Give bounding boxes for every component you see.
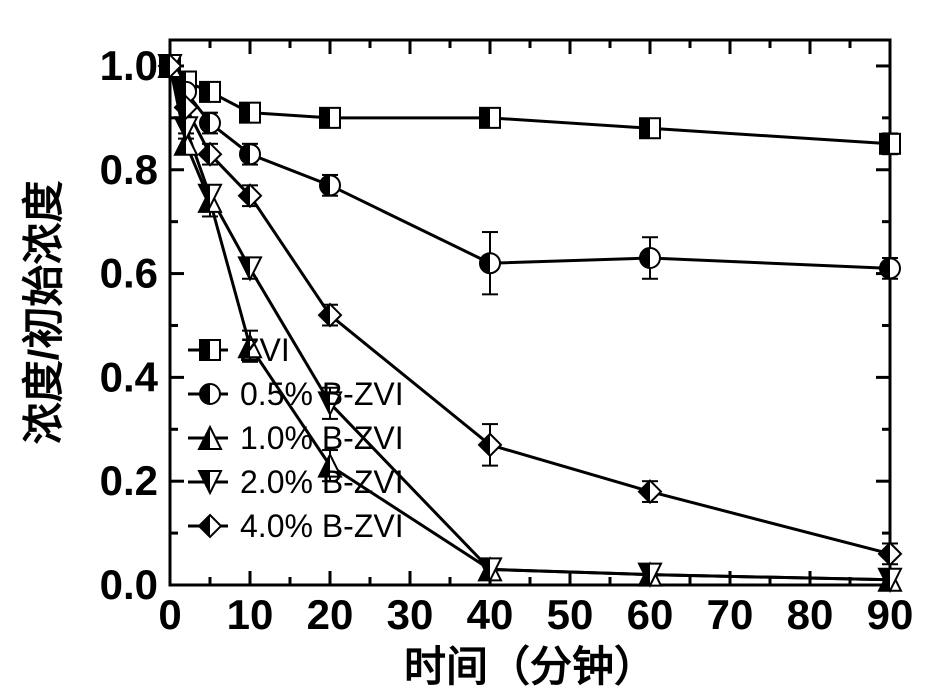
x-tick-label: 20: [307, 591, 354, 638]
x-tick-label: 60: [627, 591, 674, 638]
y-tick-label: 1.0: [100, 42, 158, 89]
legend-label: 2.0% B-ZVI: [240, 464, 404, 500]
x-tick-label: 10: [227, 591, 274, 638]
series-marker: [880, 258, 900, 278]
series-marker: [240, 103, 260, 123]
x-tick-label: 50: [547, 591, 594, 638]
legend-label: 0.5% B-ZVI: [240, 376, 404, 412]
y-axis-label: 浓度/初始浓度: [20, 181, 67, 445]
series-marker: [200, 113, 220, 133]
chart-container: 0 10 20 30 40 50 60 70 80 90 0.0 0.2 0.4 0.6 0.8 1.0 时间（…: [0, 0, 934, 699]
series-marker: [640, 118, 660, 138]
series-marker: [200, 82, 220, 102]
x-tick-label: 80: [787, 591, 834, 638]
x-tick-label: 90: [867, 591, 914, 638]
x-tick-label: 70: [707, 591, 754, 638]
y-tick-label: 0.0: [100, 561, 158, 608]
series-marker: [480, 108, 500, 128]
series-marker: [320, 175, 340, 195]
x-tick-label: 40: [467, 591, 514, 638]
legend-label: ZVI: [240, 332, 290, 368]
x-tick-label: 30: [387, 591, 434, 638]
legend-label: 1.0% B-ZVI: [240, 420, 404, 456]
series-marker: [880, 134, 900, 154]
y-tick-label: 0.2: [100, 457, 158, 504]
y-tick-label: 0.4: [100, 353, 159, 400]
line-chart: 0 10 20 30 40 50 60 70 80 90 0.0 0.2 0.4 0.6 0.8 1.0 时间（…: [0, 0, 934, 699]
series-marker: [240, 144, 260, 164]
legend-label: 4.0% B-ZVI: [240, 508, 404, 544]
x-axis-label: 时间（分钟）: [404, 643, 656, 690]
y-tick-label: 0.8: [100, 146, 158, 193]
y-tick-label: 0.6: [100, 250, 158, 297]
series-marker: [320, 108, 340, 128]
series-marker: [480, 253, 500, 273]
series-marker: [640, 248, 660, 268]
x-tick-label: 0: [158, 591, 181, 638]
